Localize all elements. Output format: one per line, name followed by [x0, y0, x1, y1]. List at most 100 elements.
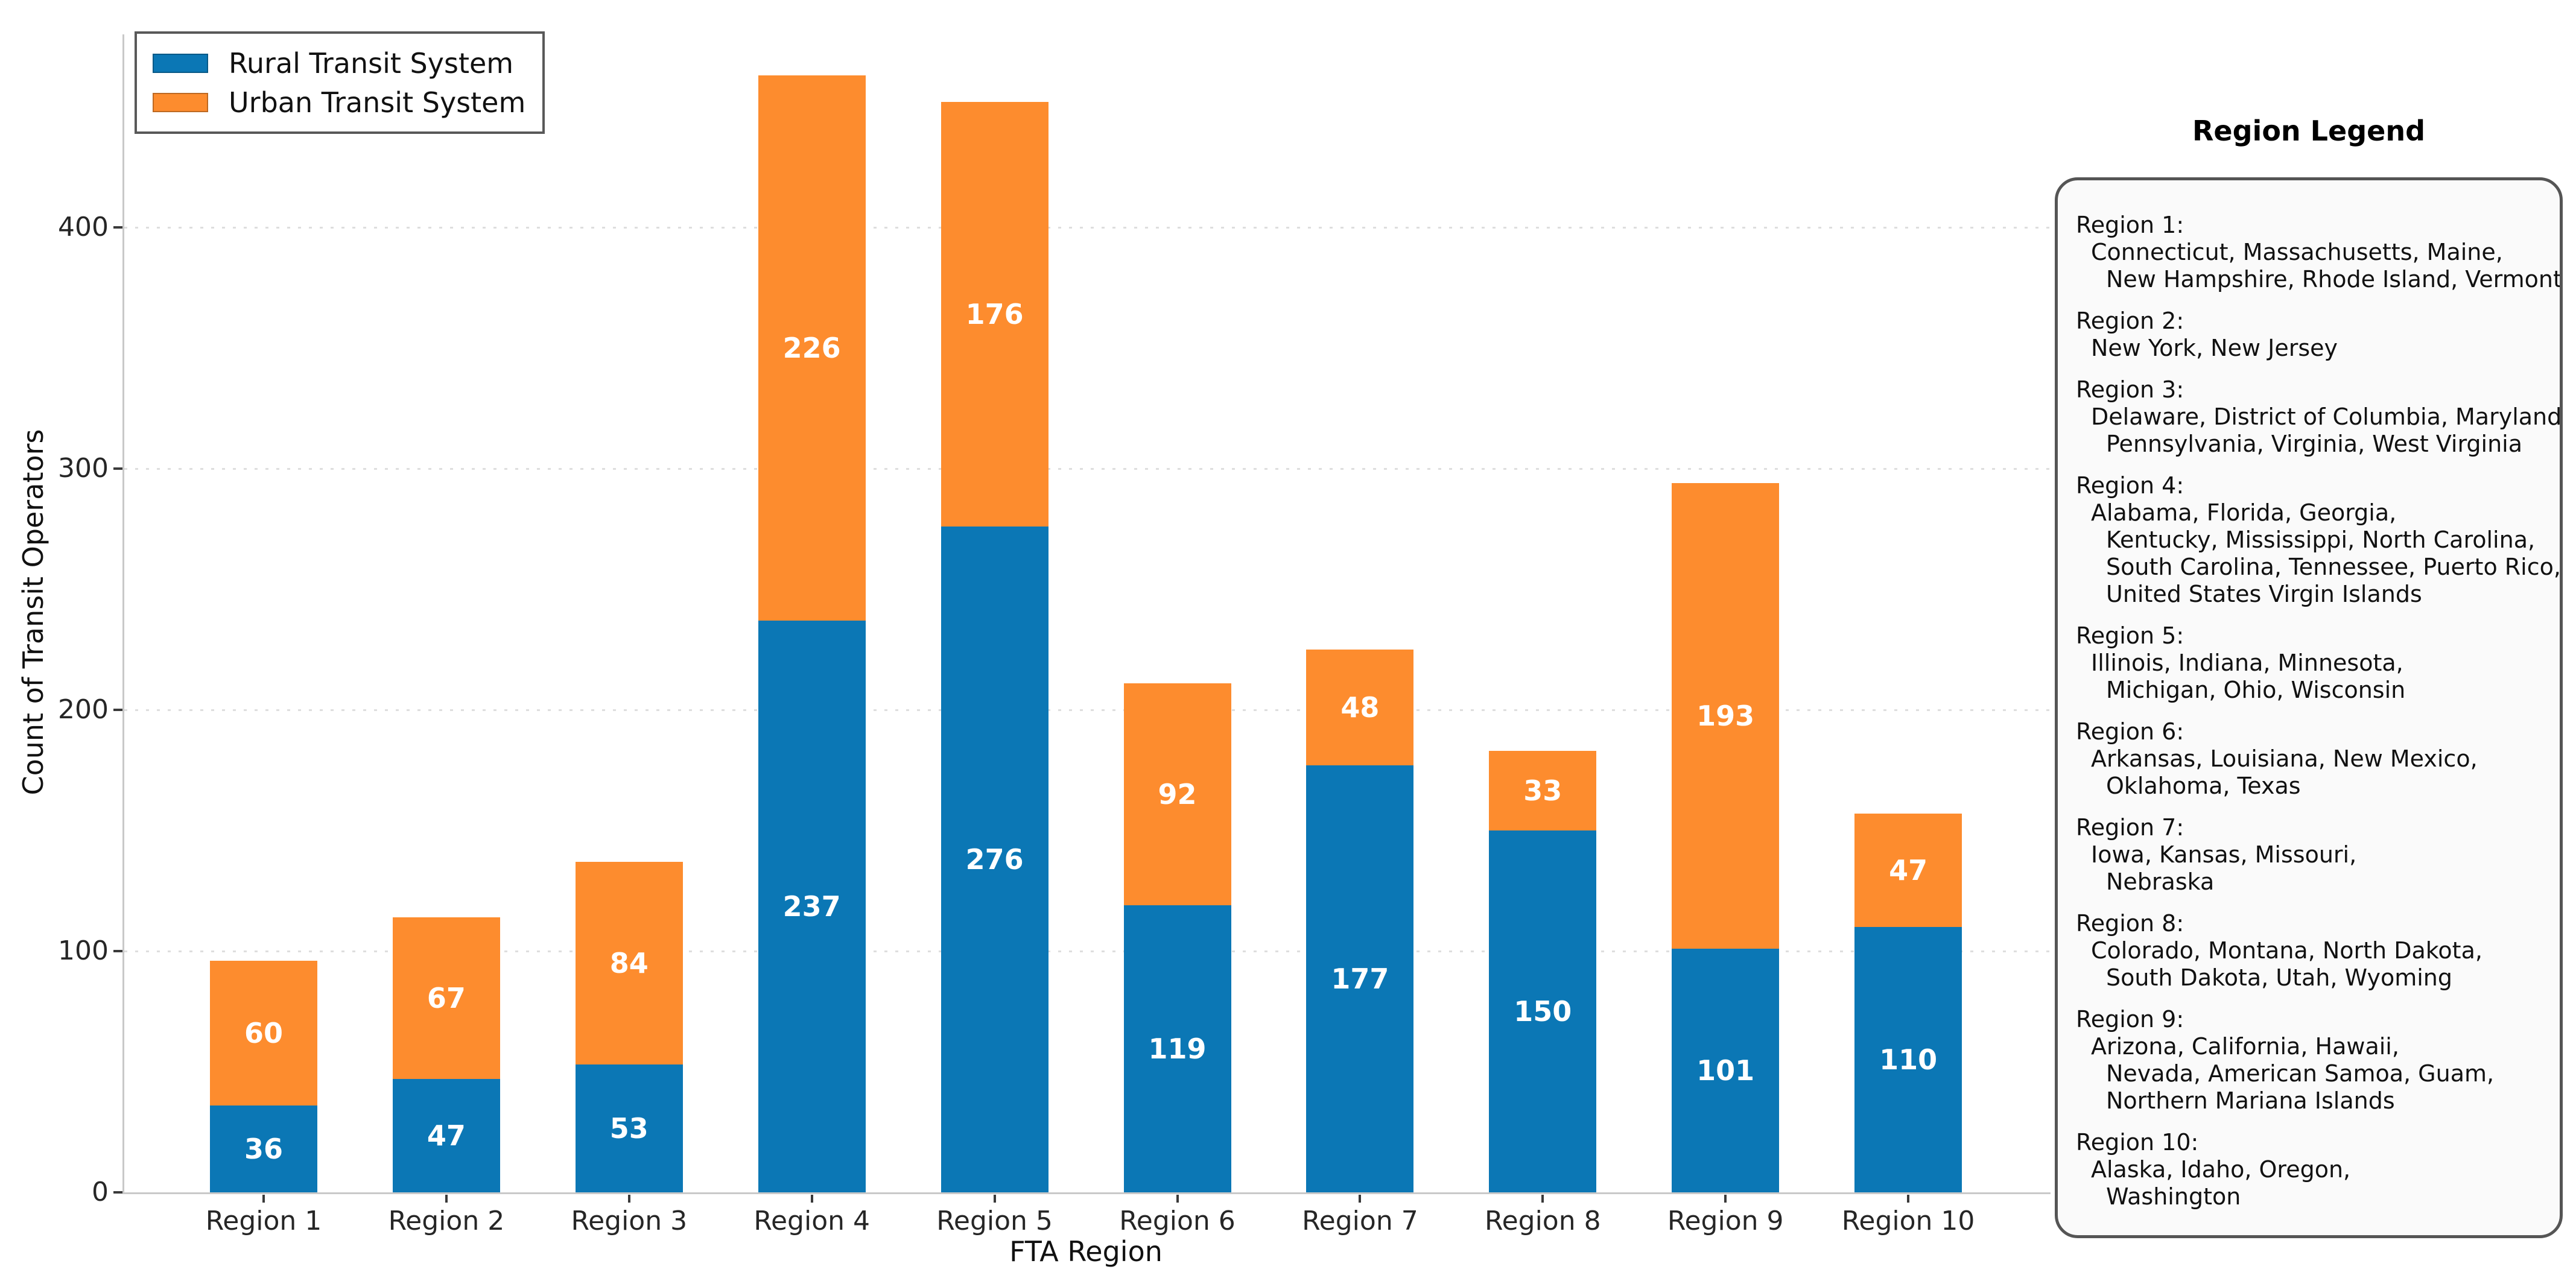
region-states-line: Northern Mariana Islands [2106, 1087, 2395, 1114]
region-states-line: Arkansas, Louisiana, New Mexico, [2091, 745, 2478, 772]
bar-segment-rural-3: 53 [575, 1064, 683, 1192]
region-states-line: Connecticut, Massachusetts, Maine, [2091, 239, 2503, 265]
region-states-line: New York, New Jersey [2091, 335, 2338, 361]
bar-segment-urban-7: 48 [1306, 650, 1414, 765]
region-states-line: South Dakota, Utah, Wyoming [2106, 964, 2452, 991]
region-states-line: Pennsylvania, Virginia, West Virginia [2106, 431, 2523, 457]
region-legend-entry-10: Region 10: Alaska, Idaho, Oregon, Washingt… [2076, 1129, 2545, 1210]
x-axis-tick-label: Region 3 [571, 1206, 688, 1236]
x-tick-mark [1176, 1195, 1179, 1203]
x-tick-mark [1359, 1195, 1362, 1203]
bar-value-label: 119 [1148, 1033, 1207, 1065]
x-axis-tick-label: Region 10 [1841, 1206, 1975, 1236]
region-states-line: Arizona, California, Hawaii, [2091, 1033, 2399, 1060]
x-tick-mark [810, 1195, 813, 1203]
bar-value-label: 226 [782, 332, 841, 364]
bar-segment-urban-8: 33 [1489, 751, 1597, 830]
region-states-line: Michigan, Ohio, Wisconsin [2106, 677, 2406, 703]
region-states-line: United States Virgin Islands [2106, 581, 2422, 607]
region-states-line: Alabama, Florida, Georgia, [2091, 499, 2397, 526]
legend-label: Urban Transit System [229, 86, 526, 119]
bar-value-label: 177 [1331, 963, 1389, 995]
region-legend-box: Region 1: Connecticut, Massachusetts, Mai… [2055, 177, 2563, 1238]
region-legend-entry-2: Region 2: New York, New Jersey [2076, 308, 2545, 362]
bar-segment-rural-8: 150 [1489, 830, 1597, 1192]
y-axis-spine [122, 34, 124, 1194]
bar-value-label: 33 [1523, 774, 1562, 807]
region-legend-entry-8: Region 8: Colorado, Montana, North Dakota… [2076, 910, 2545, 992]
gridline [124, 709, 2049, 711]
bar-segment-rural-7: 177 [1306, 765, 1414, 1192]
region-legend-entry-3: Region 3: Delaware, District of Columbia,… [2076, 376, 2563, 458]
region-states-line: Oklahoma, Texas [2106, 773, 2301, 799]
region-states-line: Delaware, District of Columbia, Maryland… [2091, 403, 2563, 430]
y-tick-mark [113, 226, 122, 229]
y-axis-tick-label: 100 [58, 935, 109, 966]
bar-segment-rural-5: 276 [941, 527, 1048, 1192]
region-name: Region 9: [2076, 1006, 2184, 1033]
region-legend-entry-5: Region 5: Illinois, Indiana, Minnesota, Mi… [2076, 622, 2545, 704]
x-axis-tick-label: Region 9 [1667, 1206, 1784, 1236]
x-axis-tick-label: Region 8 [1484, 1206, 1601, 1236]
x-axis-tick-label: Region 2 [388, 1206, 505, 1236]
bar-segment-rural-2: 47 [392, 1079, 500, 1192]
legend-label: Rural Transit System [229, 46, 514, 80]
region-states-line: New Hampshire, Rhode Island, Vermont [2106, 266, 2562, 293]
region-name: Region 5: [2076, 622, 2184, 649]
bar-value-label: 60 [244, 1017, 283, 1049]
bar-value-label: 67 [427, 982, 466, 1014]
region-legend-entry-9: Region 9: Arizona, California, Hawaii, Nev… [2076, 1006, 2545, 1115]
region-name: Region 7: [2076, 814, 2184, 841]
y-tick-mark [113, 1191, 122, 1194]
region-states-line: Nevada, American Samoa, Guam, [2106, 1060, 2495, 1087]
region-legend-entry-7: Region 7: Iowa, Kansas, Missouri, Nebraska [2076, 814, 2545, 896]
bar-segment-urban-3: 84 [575, 862, 683, 1064]
x-tick-mark [1724, 1195, 1727, 1203]
region-states-line: Iowa, Kansas, Missouri, [2091, 841, 2357, 868]
bar-segment-urban-10: 47 [1854, 814, 1962, 927]
bar-value-label: 36 [244, 1133, 283, 1165]
y-axis-tick-label: 200 [58, 694, 109, 725]
bar-value-label: 237 [782, 890, 841, 923]
region-states-line: Illinois, Indiana, Minnesota, [2091, 650, 2403, 676]
y-tick-mark [113, 709, 122, 711]
bar-segment-rural-9: 101 [1672, 949, 1780, 1192]
y-axis-tick-label: 0 [92, 1177, 109, 1207]
bar-value-label: 110 [1879, 1043, 1938, 1076]
bar-value-label: 276 [965, 843, 1024, 876]
x-tick-mark [1907, 1195, 1910, 1203]
region-legend-title: Region Legend [2192, 115, 2425, 147]
legend-item-urban: Urban Transit System [153, 83, 525, 122]
region-states-line: Colorado, Montana, North Dakota, [2091, 937, 2482, 964]
region-name: Region 8: [2076, 910, 2184, 937]
region-name: Region 6: [2076, 718, 2184, 745]
bar-segment-urban-5: 176 [941, 102, 1048, 527]
bar-segment-rural-6: 119 [1123, 905, 1231, 1192]
bar-value-label: 92 [1158, 778, 1197, 811]
region-legend-entry-1: Region 1: Connecticut, Massachusetts, Mai… [2076, 212, 2562, 293]
x-axis-tick-label: Region 1 [205, 1206, 322, 1236]
bar-value-label: 193 [1696, 700, 1755, 732]
bar-segment-rural-10: 110 [1854, 927, 1962, 1192]
y-tick-mark [113, 467, 122, 470]
bar-segment-urban-1: 60 [210, 961, 317, 1105]
x-axis-tick-label: Region 4 [753, 1206, 870, 1236]
legend-swatch-rural [153, 53, 208, 73]
bar-value-label: 48 [1340, 691, 1380, 724]
bar-value-label: 101 [1696, 1054, 1755, 1087]
region-name: Region 10: [2076, 1129, 2199, 1156]
region-states-line: Kentucky, Mississippi, North Carolina, [2106, 527, 2536, 553]
gridline [124, 950, 2049, 952]
bar-value-label: 84 [609, 947, 649, 979]
bar-segment-urban-4: 226 [758, 75, 866, 621]
bar-segment-urban-2: 67 [392, 917, 500, 1079]
bar-segment-rural-1: 36 [210, 1105, 317, 1192]
bar-segment-urban-9: 193 [1672, 483, 1780, 949]
region-name: Region 4: [2076, 472, 2184, 499]
x-tick-mark [993, 1195, 996, 1203]
x-axis-title: FTA Region [1009, 1235, 1163, 1268]
bar-segment-rural-4: 237 [758, 621, 866, 1192]
y-axis-title: Count of Transit Operators [17, 429, 49, 795]
x-tick-mark [627, 1195, 630, 1203]
